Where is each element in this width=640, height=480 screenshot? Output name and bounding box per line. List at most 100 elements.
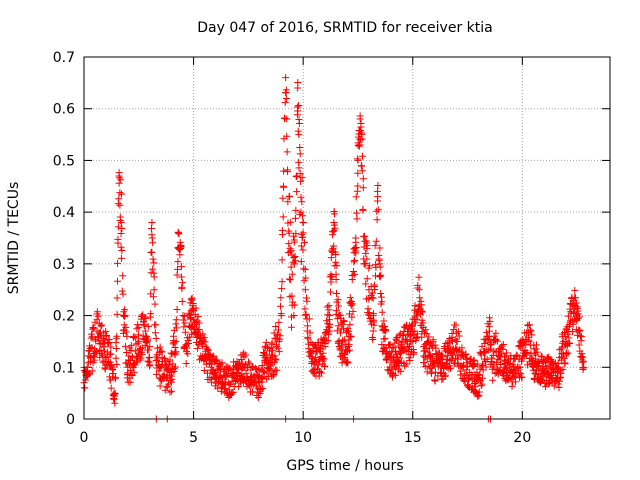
data-point [368, 289, 376, 297]
data-point [508, 382, 516, 390]
data-point [485, 333, 493, 341]
y-axis-label: SRMTID / TECUs [6, 182, 22, 295]
data-point [371, 285, 379, 293]
data-point [491, 369, 499, 377]
data-point [97, 322, 105, 330]
data-point [163, 367, 171, 375]
data-point [482, 363, 490, 371]
data-point [299, 219, 307, 227]
data-point [299, 246, 307, 254]
data-point [429, 338, 437, 346]
data-point [259, 384, 267, 392]
data-point [356, 112, 364, 120]
data-point [528, 331, 536, 339]
data-point [405, 342, 413, 350]
plot-frame [83, 56, 611, 420]
data-point [564, 349, 572, 357]
data-point [481, 340, 489, 348]
data-point [528, 356, 536, 364]
data-point [280, 167, 288, 175]
data-point [152, 321, 160, 329]
data-point [150, 259, 158, 267]
data-point [181, 328, 189, 336]
data-point [533, 348, 541, 356]
data-point [275, 348, 283, 356]
data-point [194, 344, 202, 352]
data-point [138, 351, 146, 359]
data-point [118, 224, 126, 232]
data-point [503, 349, 511, 357]
data-point [278, 231, 286, 239]
data-point [90, 324, 98, 332]
data-point [126, 378, 134, 386]
data-point [330, 242, 338, 250]
data-point [381, 345, 389, 353]
data-point [216, 373, 224, 381]
data-point [112, 373, 120, 381]
data-point [125, 352, 133, 360]
data-point [285, 229, 293, 237]
data-point [295, 102, 303, 110]
data-point [160, 370, 168, 378]
data-point [452, 321, 460, 329]
data-point [575, 313, 583, 321]
data-point [331, 224, 339, 232]
data-point [166, 388, 174, 396]
data-point [299, 229, 307, 237]
data-point [362, 249, 370, 257]
data-point [221, 385, 229, 393]
data-point [111, 390, 119, 398]
data-point [294, 78, 302, 86]
data-point [535, 359, 543, 367]
data-point [446, 364, 454, 372]
data-point [165, 361, 173, 369]
data-point [325, 330, 333, 338]
data-point [181, 312, 189, 320]
data-point [130, 368, 138, 376]
data-point [416, 294, 424, 302]
data-point [499, 340, 507, 348]
data-point [178, 284, 186, 292]
data-point [572, 299, 580, 307]
data-point [279, 213, 287, 221]
data-point [363, 255, 371, 263]
data-point [295, 164, 303, 172]
data-point [538, 375, 546, 383]
data-point [353, 155, 361, 163]
data-point [282, 86, 290, 94]
data-point [338, 320, 346, 328]
data-point [305, 315, 313, 323]
data-point [112, 344, 120, 352]
data-point [339, 336, 347, 344]
data-point [177, 263, 185, 271]
data-point [299, 233, 307, 241]
data-point [259, 367, 267, 375]
data-point [369, 327, 377, 335]
data-point [579, 358, 587, 366]
data-point [116, 201, 124, 209]
data-point [292, 230, 300, 238]
data-point [144, 322, 152, 330]
data-point [531, 369, 539, 377]
data-point [345, 346, 353, 354]
data-point [140, 322, 148, 330]
data-point [478, 374, 486, 382]
data-point [294, 107, 302, 115]
data-point [523, 348, 531, 356]
data-point [114, 223, 122, 231]
data-point [93, 316, 101, 324]
data-point [431, 377, 439, 385]
data-point [129, 353, 137, 361]
data-point [362, 280, 370, 288]
data-point [281, 114, 289, 122]
data-point [359, 175, 367, 183]
data-point [439, 353, 447, 361]
data-point [402, 337, 410, 345]
data-point [332, 258, 340, 266]
data-point [524, 322, 532, 330]
axis-ticks: 0 0.1 0.2 0.3 0.4 0.5 0.6 0.7 0 5 10 15 20 [53, 50, 610, 446]
data-point [489, 351, 497, 359]
data-point [296, 170, 304, 178]
data-point [425, 333, 433, 341]
data-point [147, 310, 155, 318]
